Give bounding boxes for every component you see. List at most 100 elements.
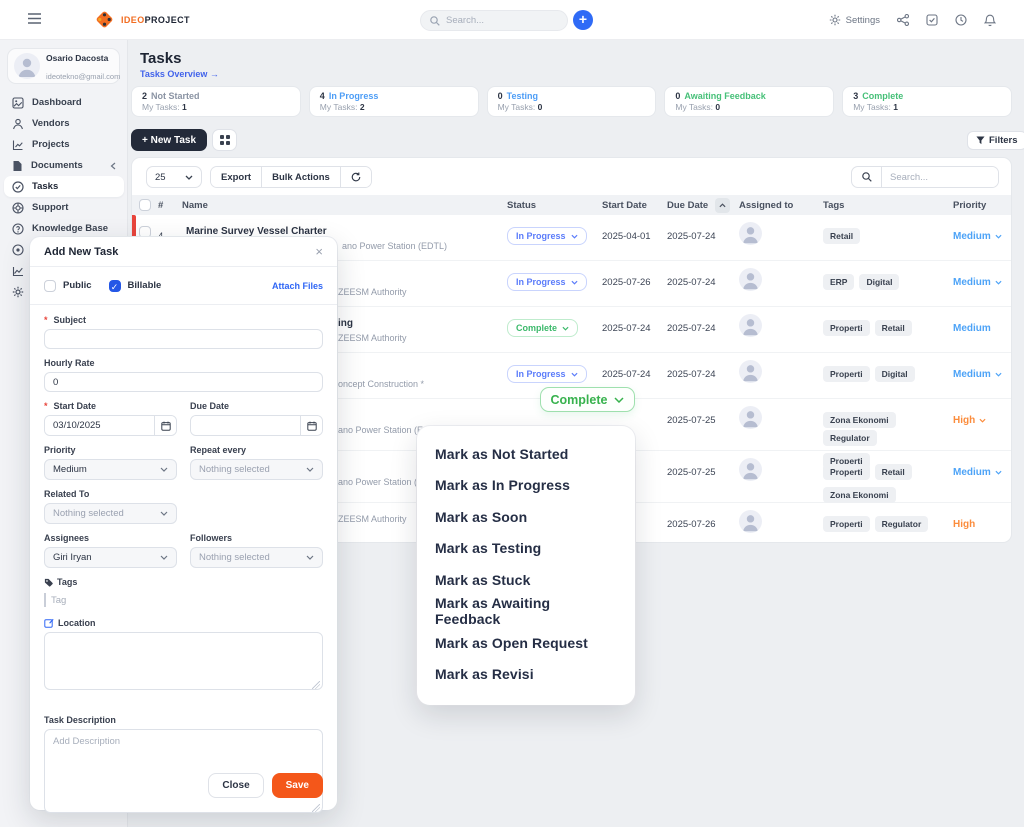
sidebar-item-vendors[interactable]: Vendors bbox=[4, 113, 124, 134]
hamburger-menu-icon[interactable] bbox=[28, 13, 41, 24]
priority-label[interactable]: High bbox=[953, 519, 976, 530]
col-tags[interactable]: Tags bbox=[823, 199, 845, 211]
history-clock-icon[interactable] bbox=[955, 14, 967, 26]
col-assigned-to[interactable]: Assigned to bbox=[739, 199, 794, 211]
due-date-input[interactable] bbox=[191, 416, 300, 435]
approvals-icon[interactable] bbox=[926, 14, 938, 26]
status-dropdown[interactable]: In Progress bbox=[507, 273, 587, 291]
menu-item-testing[interactable]: Mark as Testing bbox=[435, 540, 542, 557]
user-card[interactable]: Osario Dacosta ideotekno@gmail.com bbox=[7, 48, 120, 84]
table-search-input[interactable] bbox=[882, 167, 998, 187]
col-name[interactable]: Name bbox=[182, 199, 208, 211]
assignee-avatar[interactable] bbox=[739, 360, 762, 383]
sidebar-item-projects[interactable]: Projects bbox=[4, 134, 124, 155]
page-size-select[interactable]: 25 bbox=[146, 166, 202, 188]
filters-button[interactable]: Filters bbox=[967, 131, 1024, 150]
summary-card-not-started[interactable]: 2 Not Started My Tasks: 1 bbox=[131, 86, 301, 117]
priority-dropdown[interactable]: Medium bbox=[953, 231, 1002, 242]
app-logo[interactable]: IDEOPROJECT bbox=[94, 9, 190, 30]
priority-dropdown[interactable]: Medium bbox=[953, 369, 1002, 380]
sidebar-item-tasks[interactable]: Tasks bbox=[4, 176, 124, 197]
sidebar-item-dashboard[interactable]: Dashboard bbox=[4, 92, 124, 113]
global-search[interactable] bbox=[420, 10, 568, 31]
menu-item-stuck[interactable]: Mark as Stuck bbox=[435, 571, 531, 588]
summary-card-awaiting-feedback[interactable]: 0 Awaiting Feedback My Tasks: 0 bbox=[664, 86, 835, 117]
notifications-bell-icon[interactable] bbox=[984, 14, 996, 27]
tasks-overview-link[interactable]: Tasks Overview → bbox=[140, 69, 219, 79]
quick-add-button[interactable]: + bbox=[573, 10, 593, 30]
assignee-avatar[interactable] bbox=[739, 268, 762, 291]
task-name[interactable]: ing bbox=[338, 318, 353, 329]
status-dropdown[interactable]: Complete bbox=[507, 319, 579, 337]
open-status-dropdown-trigger[interactable]: Complete bbox=[540, 387, 635, 412]
hourly-rate-input[interactable] bbox=[44, 372, 323, 392]
col-priority[interactable]: Priority bbox=[953, 199, 987, 211]
location-textarea[interactable] bbox=[44, 632, 323, 690]
sidebar-item-support[interactable]: Support bbox=[4, 197, 124, 218]
menu-item-awaiting-feedback[interactable]: Mark as Awaiting Feedback bbox=[435, 595, 551, 628]
settings-link[interactable]: Settings bbox=[829, 14, 880, 26]
attach-files-link[interactable]: Attach Files bbox=[271, 280, 323, 291]
assignee-avatar[interactable] bbox=[739, 510, 762, 533]
bulk-actions-button[interactable]: Bulk Actions bbox=[261, 167, 340, 187]
select-all-checkbox[interactable] bbox=[139, 199, 151, 211]
sidebar-item-utilities[interactable] bbox=[4, 239, 124, 260]
table-search[interactable] bbox=[851, 166, 999, 188]
tag-input[interactable] bbox=[51, 594, 151, 606]
sidebar-item-settings[interactable] bbox=[4, 281, 124, 302]
refresh-icon bbox=[351, 172, 361, 182]
grid-icon bbox=[219, 135, 230, 145]
sort-asc-icon[interactable] bbox=[715, 197, 731, 213]
assignee-avatar[interactable] bbox=[739, 222, 762, 245]
close-button[interactable]: Close bbox=[208, 773, 264, 798]
search-input[interactable] bbox=[446, 15, 558, 26]
export-button[interactable]: Export bbox=[211, 167, 262, 187]
view-toggle-button[interactable] bbox=[212, 129, 237, 151]
assignee-avatar[interactable] bbox=[739, 314, 762, 337]
menu-item-in-progress[interactable]: Mark as In Progress bbox=[435, 477, 570, 494]
menu-item-revisi[interactable]: Mark as Revisi bbox=[435, 666, 534, 683]
status-dropdown[interactable]: In Progress bbox=[507, 365, 587, 383]
priority-dropdown[interactable]: Medium bbox=[953, 277, 1002, 288]
menu-item-soon[interactable]: Mark as Soon bbox=[435, 508, 528, 525]
priority-label[interactable]: Medium bbox=[953, 323, 991, 334]
summary-card-complete[interactable]: 3 Complete My Tasks: 1 bbox=[842, 86, 1012, 117]
calendar-icon[interactable] bbox=[300, 416, 322, 435]
col-due-date[interactable]: Due Date bbox=[667, 197, 733, 213]
assignee-avatar[interactable] bbox=[739, 458, 762, 481]
sidebar-item-knowledge-base[interactable]: Knowledge Base bbox=[4, 218, 124, 239]
public-checkbox[interactable] bbox=[44, 279, 56, 292]
refresh-button[interactable] bbox=[339, 167, 371, 187]
calendar-icon[interactable] bbox=[154, 416, 176, 435]
col-start-date[interactable]: Start Date bbox=[602, 199, 647, 211]
new-task-button[interactable]: + New Task bbox=[131, 129, 208, 151]
assignees-select[interactable]: Giri Iryan bbox=[44, 547, 177, 568]
summary-card-in-progress[interactable]: 4 In Progress My Tasks: 2 bbox=[308, 86, 479, 117]
status-dropdown[interactable]: In Progress bbox=[507, 227, 587, 245]
assignee-avatar[interactable] bbox=[739, 406, 762, 429]
billable-checkbox[interactable]: ✓ bbox=[108, 279, 121, 292]
summary-card-testing[interactable]: 0 Testing My Tasks: 0 bbox=[486, 86, 657, 117]
sidebar-item-reports[interactable] bbox=[4, 260, 124, 281]
priority-dropdown[interactable]: Medium bbox=[953, 467, 1002, 478]
menu-item-open-request[interactable]: Mark as Open Request bbox=[435, 634, 588, 651]
share-icon[interactable] bbox=[897, 14, 909, 26]
modal-title: Add New Task bbox=[44, 245, 119, 258]
resize-handle[interactable] bbox=[312, 681, 320, 689]
task-description-textarea[interactable] bbox=[44, 729, 323, 813]
subject-input[interactable] bbox=[44, 329, 323, 349]
task-subtitle: ano Power Station (E bbox=[338, 477, 424, 487]
close-icon[interactable]: × bbox=[315, 244, 323, 259]
related-to-select[interactable]: Nothing selected bbox=[44, 503, 177, 524]
followers-select[interactable]: Nothing selected bbox=[190, 547, 323, 568]
resize-handle[interactable] bbox=[312, 804, 320, 812]
menu-item-not-started[interactable]: Mark as Not Started bbox=[435, 445, 569, 462]
priority-dropdown[interactable]: High bbox=[953, 415, 986, 426]
sidebar-item-documents[interactable]: Documents bbox=[4, 155, 124, 176]
save-button[interactable]: Save bbox=[271, 773, 323, 798]
task-name[interactable]: Marine Survey Vessel Charter bbox=[186, 226, 327, 237]
col-status[interactable]: Status bbox=[507, 199, 537, 211]
priority-select[interactable]: Medium bbox=[44, 459, 177, 480]
start-date-input[interactable] bbox=[45, 416, 154, 435]
repeat-every-select[interactable]: Nothing selected bbox=[190, 459, 323, 480]
